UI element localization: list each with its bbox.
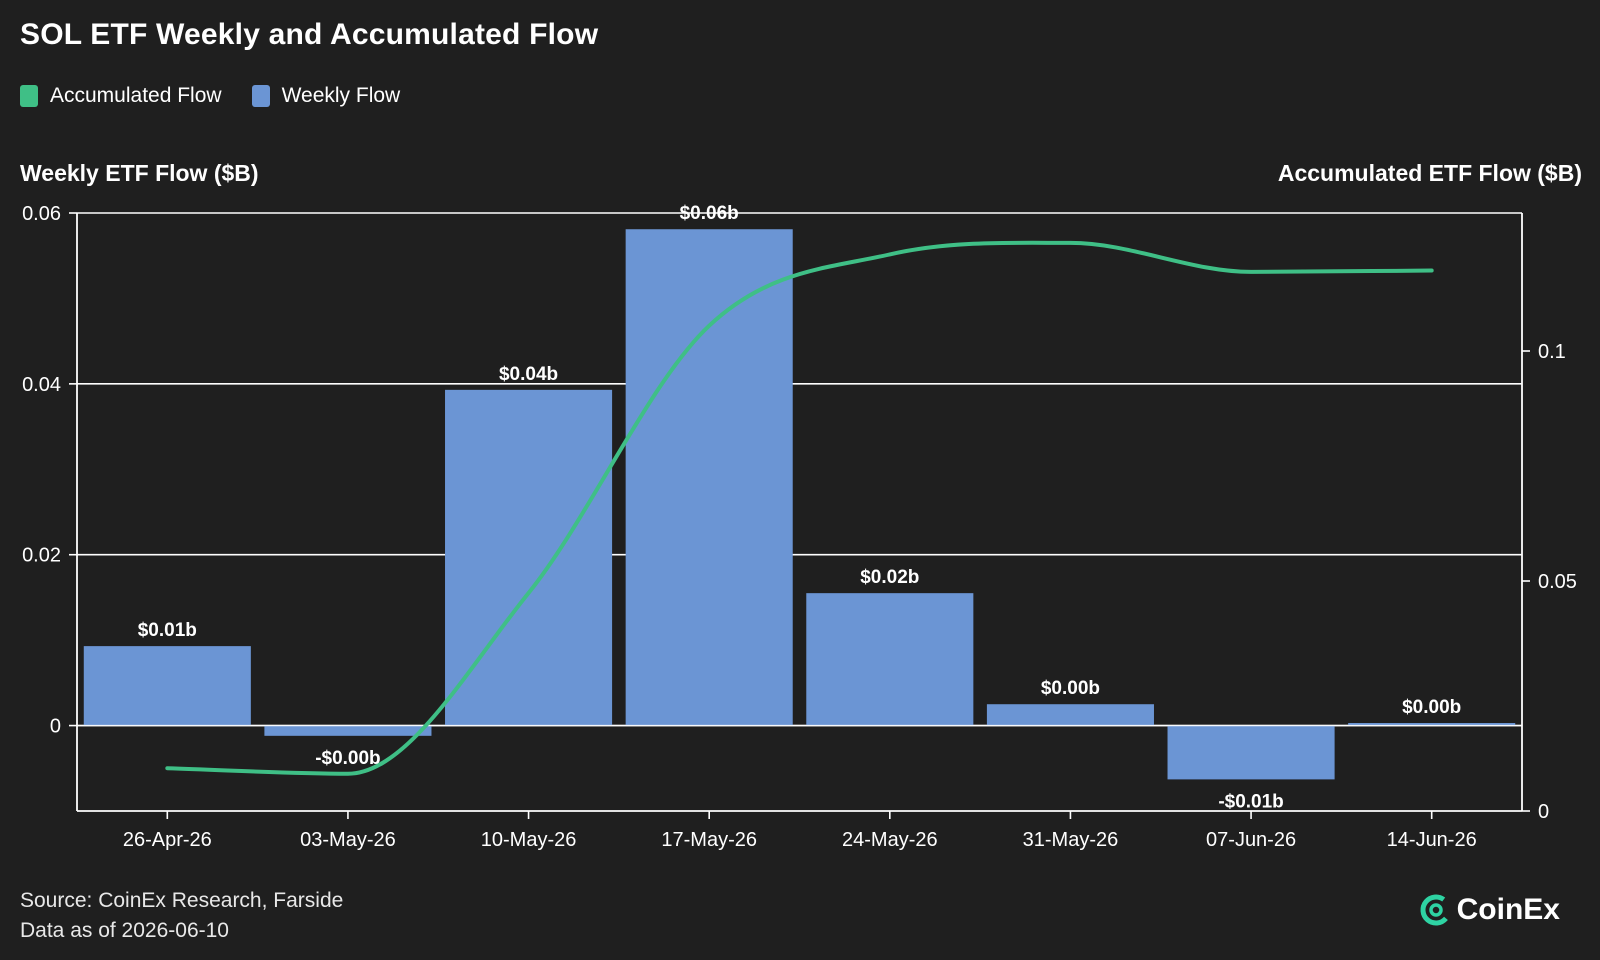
footer: Source: CoinEx Research, Farside Data as… xyxy=(20,886,343,946)
x-tick-label: 07-Jun-26 xyxy=(1206,829,1296,851)
x-tick-label: 03-May-26 xyxy=(300,829,396,851)
x-tick-label: 10-May-26 xyxy=(481,829,577,851)
x-tick-label: 24-May-26 xyxy=(842,829,938,851)
bar-data-label: -$0.00b xyxy=(315,748,380,769)
legend-swatch-accumulated xyxy=(20,85,38,107)
accumulated-flow-line xyxy=(165,240,1434,776)
legend-swatch-weekly xyxy=(251,85,270,107)
bar-data-label: -$0.01b xyxy=(1218,791,1283,812)
x-tick-label: 26-Apr-26 xyxy=(123,829,212,851)
logo-text: CoinEx xyxy=(1456,893,1560,926)
line-layer xyxy=(165,240,1434,776)
legend-item-accumulated[interactable]: Accumulated Flow xyxy=(20,84,222,108)
weekly-flow-bar xyxy=(445,389,613,726)
weekly-flow-bar xyxy=(1167,725,1335,780)
left-axis-title: Weekly ETF Flow ($B) xyxy=(20,160,259,186)
bar-data-label: $0.00b xyxy=(1402,697,1461,718)
x-tick-label: 31-May-26 xyxy=(1023,829,1119,851)
left-tick-label: 0.02 xyxy=(22,545,61,567)
right-tick-label: 0.05 xyxy=(1538,571,1577,593)
left-tick-label: 0.06 xyxy=(22,203,61,225)
axis-layer: 0 0.02 0.04 0.06 0 0.05 0.1 26-Apr-26 03-May-26 1… xyxy=(22,203,1577,851)
legend-item-weekly[interactable]: Weekly Flow xyxy=(251,84,401,108)
bar-data-label: $0.00b xyxy=(1041,678,1100,699)
weekly-flow-bar xyxy=(806,593,974,726)
right-axis-title: Accumulated ETF Flow ($B) xyxy=(1277,160,1582,186)
left-tick-label: 0.04 xyxy=(22,374,61,396)
bar-data-label: $0.04b xyxy=(499,364,558,385)
left-tick-label: 0 xyxy=(50,716,61,738)
bar-data-label: $0.06b xyxy=(680,203,739,224)
coinex-logo: CoinEx xyxy=(1419,893,1560,927)
legend-label-weekly: Weekly Flow xyxy=(281,84,401,107)
right-tick-label: 0 xyxy=(1538,801,1549,823)
grid-layer xyxy=(77,212,1522,727)
weekly-flow-bar xyxy=(1348,723,1516,726)
coinex-logo-icon xyxy=(1420,894,1452,926)
weekly-flow-bar xyxy=(264,725,432,736)
bar-data-label: $0.02b xyxy=(860,567,919,588)
source-note: Source: CoinEx Research, Farside xyxy=(20,889,344,912)
weekly-flow-bar xyxy=(625,229,793,726)
data-date-note: Data as of 2026-06-10 xyxy=(20,919,229,942)
chart-title: SOL ETF Weekly and Accumulated Flow xyxy=(20,18,599,51)
x-tick-label: 14-Jun-26 xyxy=(1387,829,1477,851)
label-layer: $0.01b -$0.00b $0.04b $0.06b $0.02b $0.00b -$0… xyxy=(138,203,1462,812)
bar-data-label: $0.01b xyxy=(138,620,197,641)
bar-layer xyxy=(77,229,1522,780)
legend: Accumulated Flow Weekly Flow xyxy=(20,84,400,108)
weekly-flow-bar xyxy=(986,704,1154,726)
right-tick-label: 0.1 xyxy=(1538,341,1566,363)
legend-label-accumulated: Accumulated Flow xyxy=(50,84,222,107)
x-tick-label: 17-May-26 xyxy=(661,829,757,851)
weekly-flow-bar xyxy=(83,646,251,726)
